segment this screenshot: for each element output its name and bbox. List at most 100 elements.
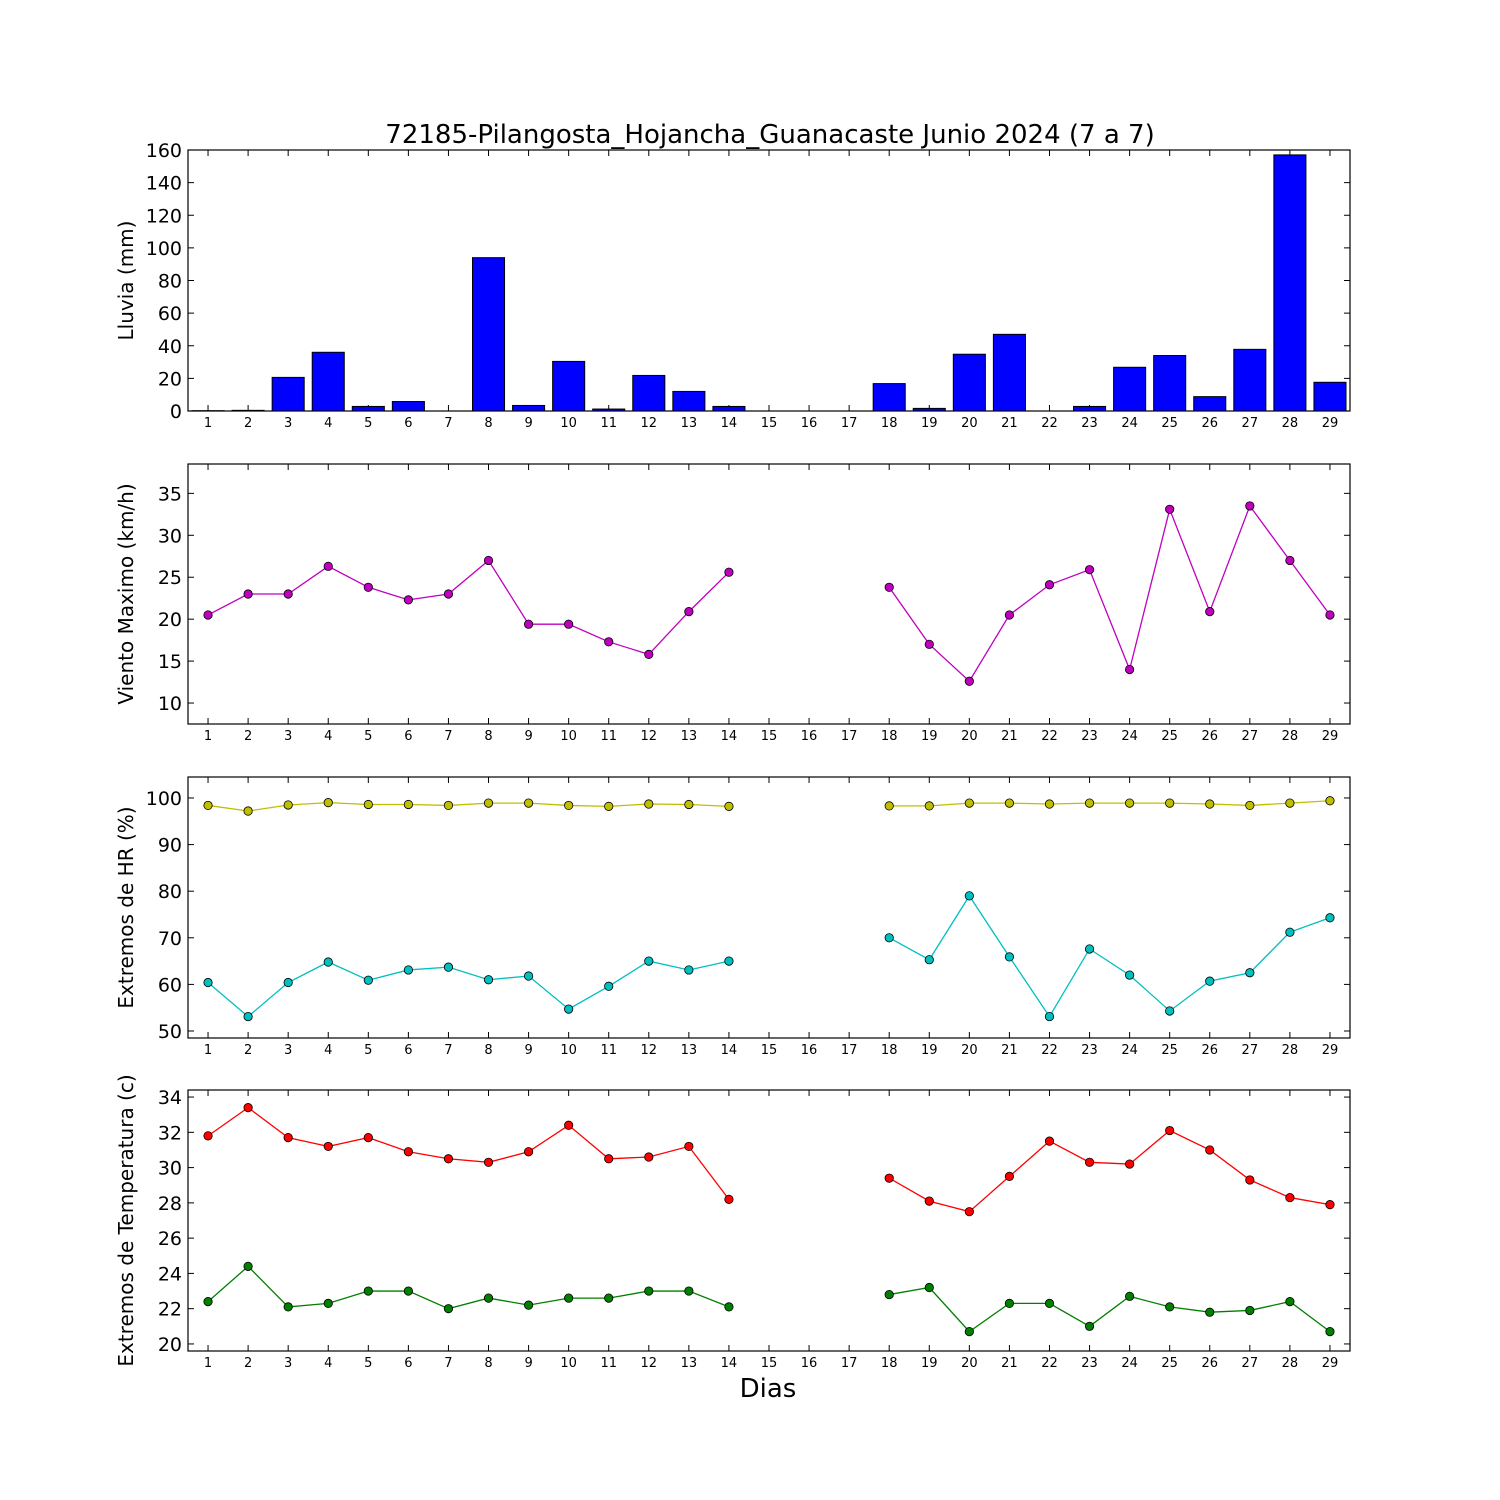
temperature-ytick-label: 20 [158, 1334, 182, 1356]
humidity-data-point [1084, 798, 1095, 808]
rain-xtick-label: 4 [324, 416, 332, 431]
humidity-data-point [1205, 976, 1215, 986]
rain-bar [1233, 348, 1267, 412]
temperature-xtick-label: 10 [560, 1356, 577, 1371]
wind-data-point [1205, 607, 1215, 617]
wind-xtick-label: 5 [364, 729, 372, 744]
humidity-data-point [1004, 798, 1015, 808]
humidity-xtick-label: 26 [1201, 1043, 1218, 1058]
temperature-xtick-label: 23 [1081, 1356, 1098, 1371]
humidity-data-point [1044, 799, 1055, 809]
wind-data-point [964, 676, 974, 686]
temperature-data-point [283, 1302, 293, 1312]
humidity-data-point [203, 977, 213, 988]
wind-ytick-label: 25 [158, 567, 182, 589]
temperature-xtick-label: 16 [801, 1356, 818, 1371]
rain-bar [391, 401, 425, 412]
humidity-data-point [604, 801, 614, 811]
temperature-data-point [283, 1133, 293, 1143]
wind-series-line [888, 504, 1331, 683]
wind-xtick-label: 8 [484, 729, 492, 744]
rain-ytick-label: 140 [146, 173, 182, 195]
humidity-ytick-label: 90 [158, 835, 182, 857]
temperature-data-point [564, 1293, 574, 1303]
wind-xtick-label: 22 [1041, 729, 1058, 744]
temperature-data-point [1205, 1307, 1215, 1317]
wind-xtick-label: 23 [1081, 729, 1098, 744]
wind-data-point [564, 619, 574, 629]
temperature-data-point [403, 1147, 413, 1157]
humidity-xtick-label: 18 [881, 1043, 898, 1058]
humidity-data-point [604, 981, 614, 991]
wind-data-point [1325, 610, 1335, 620]
wind-xtick-label: 14 [721, 729, 738, 744]
rain-xtick-label: 8 [484, 416, 492, 431]
temperature-data-point [724, 1302, 734, 1312]
temperature-xtick-label: 12 [641, 1356, 658, 1371]
humidity-xtick-label: 7 [444, 1043, 452, 1058]
temperature-data-point [1285, 1297, 1295, 1307]
rain-bar [271, 376, 305, 412]
humidity-data-point [924, 955, 934, 965]
wind-xtick-label: 29 [1322, 729, 1339, 744]
rain-xtick-label: 1 [204, 416, 212, 431]
humidity-xtick-label: 16 [801, 1043, 818, 1058]
temperature-data-point [604, 1154, 614, 1164]
wind-data-point [1245, 501, 1255, 511]
humidity-data-point [323, 798, 333, 808]
rain-xtick-label: 28 [1282, 416, 1299, 431]
rain-bar [592, 408, 626, 412]
temperature-data-point [243, 1103, 253, 1113]
wind-xtick-label: 4 [324, 729, 332, 744]
temperature-data-point [523, 1147, 534, 1157]
temperature-xtick-label: 20 [961, 1356, 978, 1371]
temperature-series-line [207, 1265, 730, 1310]
temperature-xtick-label: 6 [404, 1356, 412, 1371]
wind-data-point [203, 610, 213, 620]
rain-bar [1193, 396, 1227, 412]
rain-xtick-label: 10 [560, 416, 577, 431]
humidity-data-point [884, 933, 894, 943]
rain-bar [912, 407, 946, 412]
wind-xtick-label: 19 [921, 729, 938, 744]
temperature-data-point [1285, 1192, 1295, 1203]
temperature-data-point [1325, 1327, 1335, 1337]
humidity-data-point [724, 801, 734, 811]
humidity-data-point [243, 806, 253, 816]
humidity-data-point [363, 975, 373, 985]
humidity-data-point [523, 971, 534, 981]
rain-xtick-label: 15 [761, 416, 778, 431]
humidity-data-point [964, 798, 974, 808]
rain-bar [471, 257, 506, 412]
temperature-data-point [523, 1300, 534, 1310]
temperature-xtick-label: 24 [1121, 1356, 1138, 1371]
wind-data-point [1004, 610, 1015, 620]
wind-data-point [483, 555, 494, 566]
temperature-xtick-label: 13 [681, 1356, 698, 1371]
wind-xtick-label: 7 [444, 729, 452, 744]
humidity-xtick-label: 6 [404, 1043, 412, 1058]
humidity-data-point [283, 977, 293, 988]
rain-xtick-label: 13 [681, 416, 698, 431]
humidity-xtick-label: 22 [1041, 1043, 1058, 1058]
temperature-xtick-label: 11 [600, 1356, 617, 1371]
wind-xtick-label: 11 [600, 729, 617, 744]
temperature-data-point [1245, 1305, 1255, 1316]
temperature-xtick-label: 9 [524, 1356, 532, 1371]
humidity-data-point [1165, 1006, 1175, 1016]
temperature-xtick-label: 5 [364, 1356, 372, 1371]
wind-data-point [724, 567, 734, 577]
humidity-xtick-label: 10 [560, 1043, 577, 1058]
temperature-xtick-label: 17 [841, 1356, 858, 1371]
wind-data-point [403, 595, 413, 605]
temperature-ytick-label: 26 [158, 1228, 182, 1250]
humidity-xtick-label: 9 [524, 1043, 532, 1058]
wind-data-point [1285, 555, 1295, 566]
rain-xtick-label: 16 [801, 416, 818, 431]
rain-xtick-label: 17 [841, 416, 858, 431]
temperature-xtick-label: 3 [284, 1356, 292, 1371]
